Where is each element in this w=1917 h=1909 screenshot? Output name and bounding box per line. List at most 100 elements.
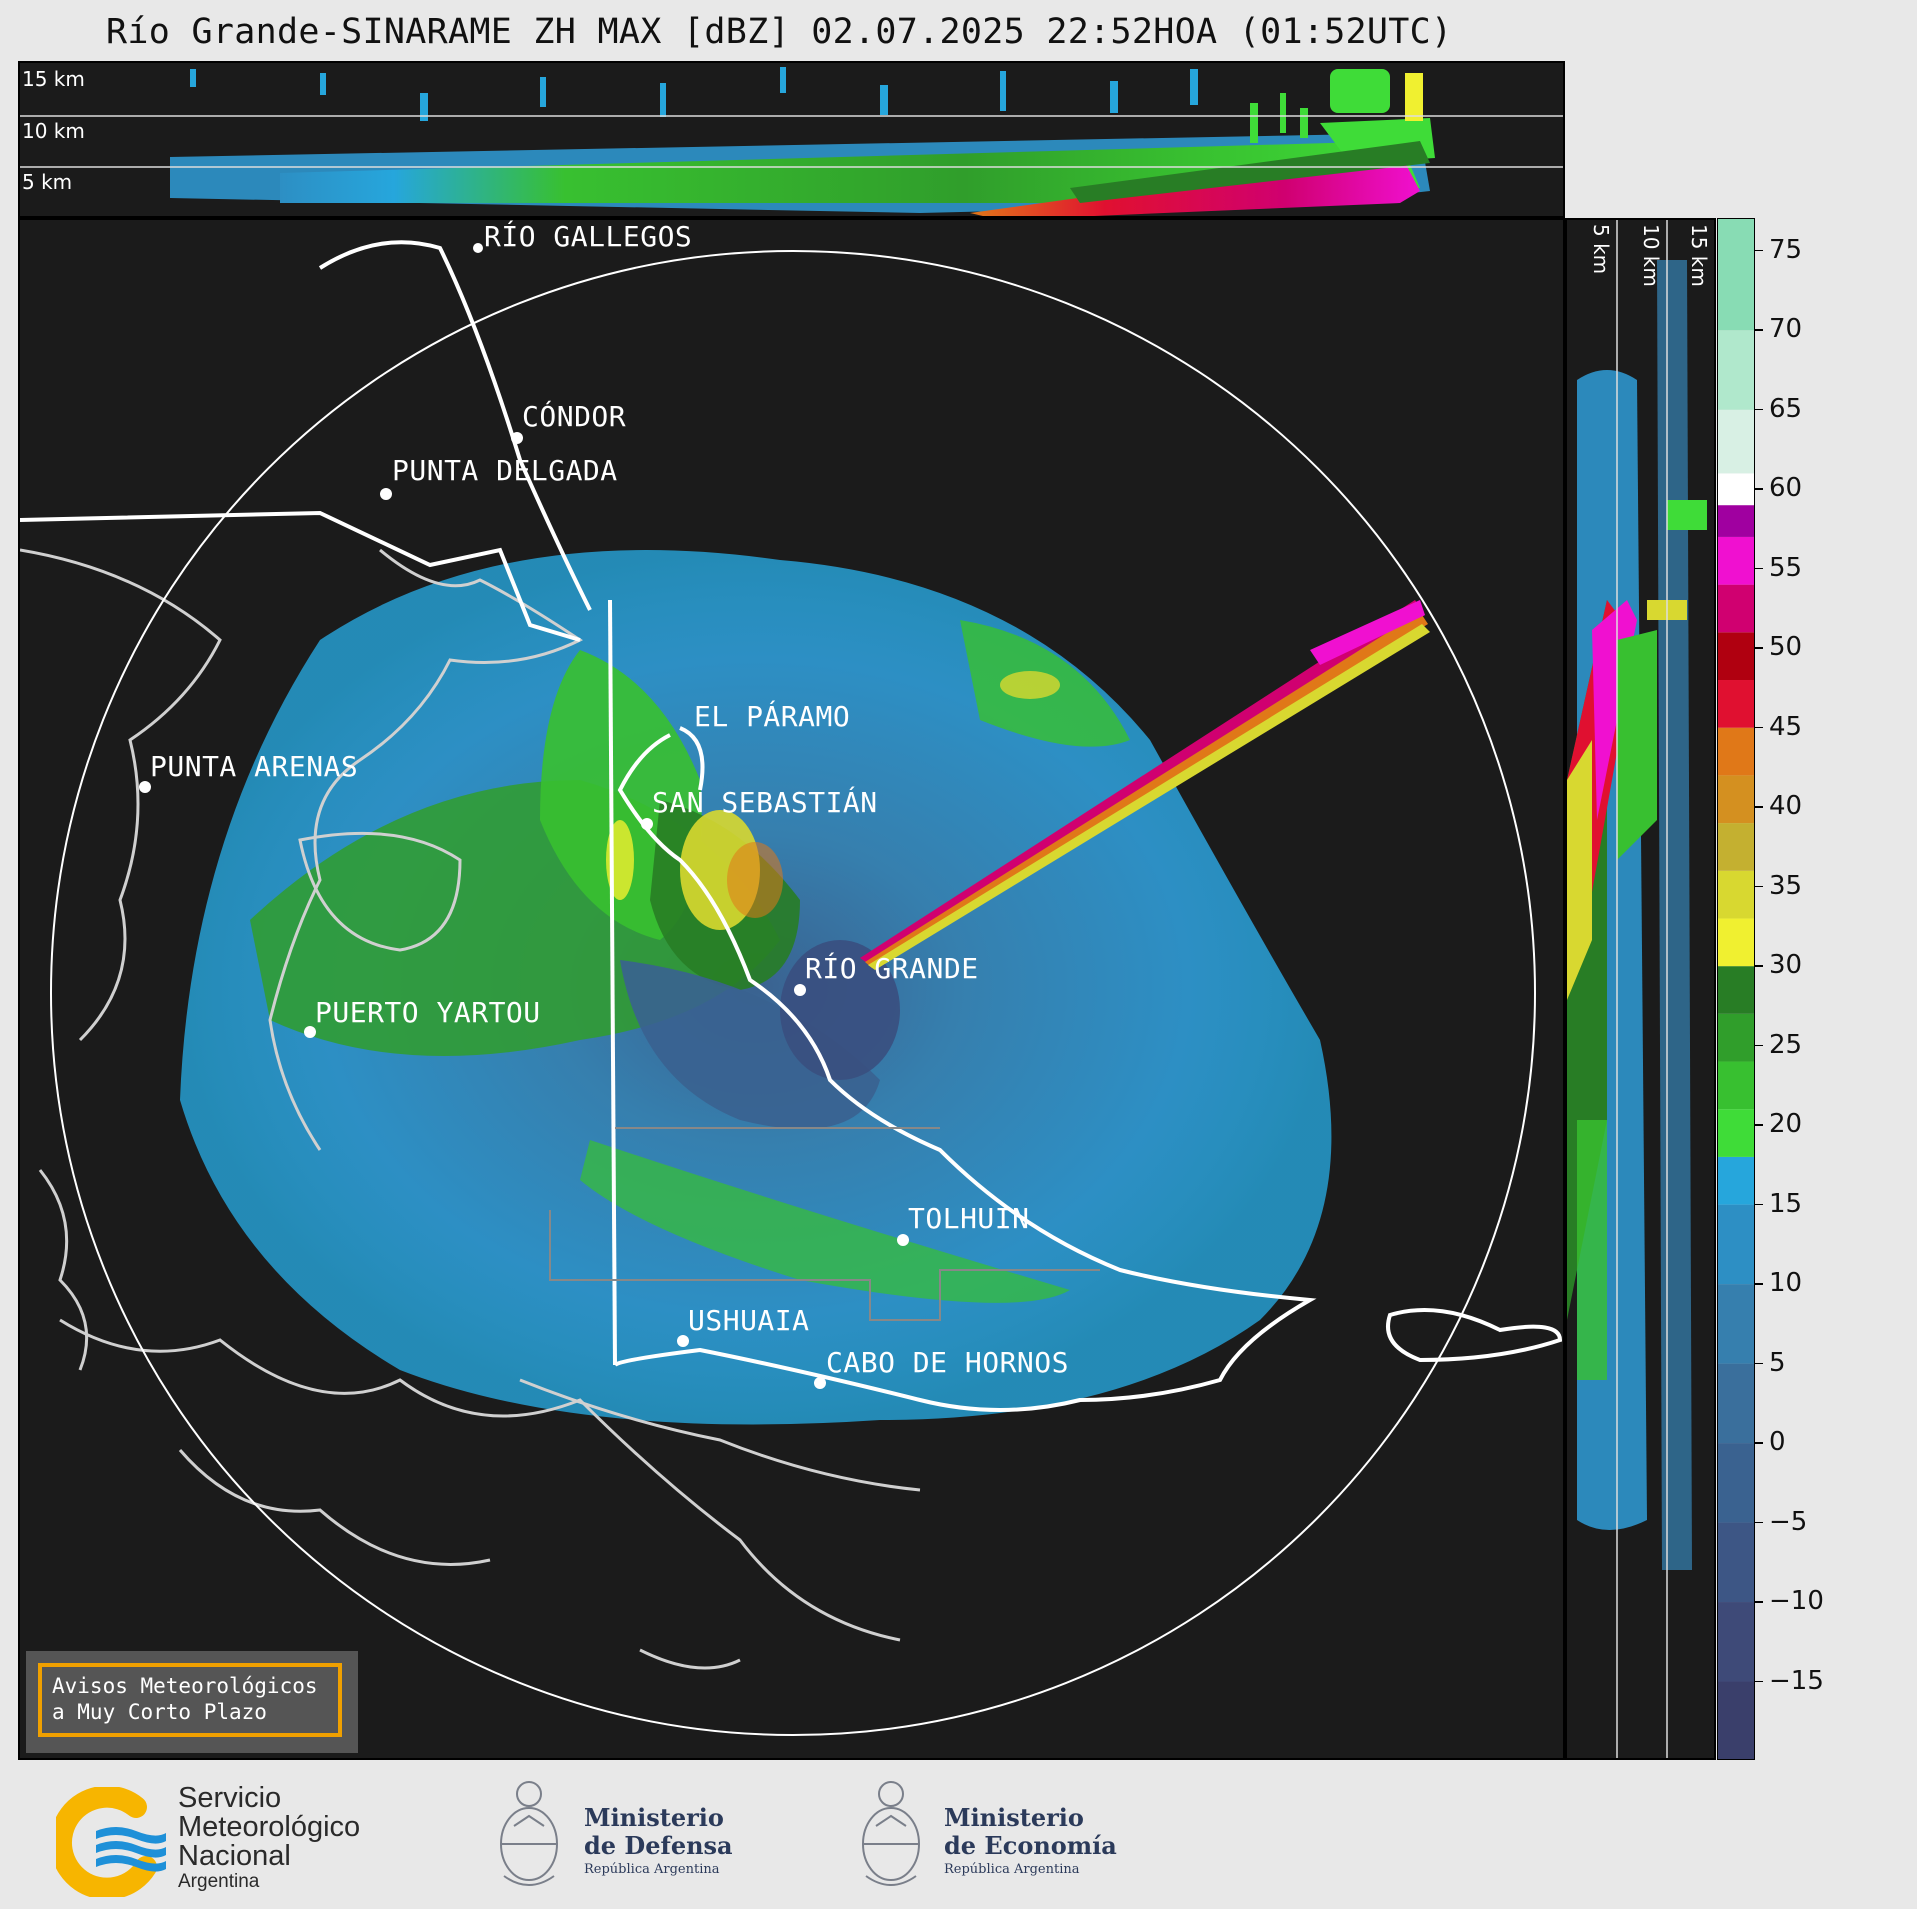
colorbar-tick bbox=[1755, 329, 1763, 331]
colorbar-tick-label: 45 bbox=[1769, 711, 1803, 742]
smn-logo-icon bbox=[56, 1787, 166, 1897]
notice-line-2: a Muy Corto Plazo bbox=[52, 1700, 267, 1724]
colorbar-tick-label: 5 bbox=[1769, 1347, 1786, 1378]
colorbar-tick bbox=[1755, 1283, 1763, 1285]
colorbar-band bbox=[1718, 1681, 1754, 1759]
colorbar-tick bbox=[1755, 647, 1763, 649]
coat-of-arms-icon bbox=[500, 1781, 558, 1886]
economia-line-1: Ministerio bbox=[944, 1803, 1084, 1832]
colorbar-band bbox=[1718, 473, 1754, 506]
colorbar-tick bbox=[1755, 1442, 1763, 1444]
smn-line-4: Argentina bbox=[178, 1871, 260, 1892]
colorbar-band bbox=[1718, 219, 1754, 331]
city-label: PUNTA DELGADA bbox=[392, 454, 618, 487]
colorbar-tick bbox=[1755, 408, 1763, 411]
colorbar-tick bbox=[1755, 1044, 1763, 1047]
colorbar-tick bbox=[1755, 249, 1763, 252]
colorbar-tick bbox=[1755, 1680, 1763, 1682]
colorbar-band bbox=[1718, 727, 1754, 776]
city-label: SAN SEBASTIÁN bbox=[652, 786, 878, 819]
height-label-10km: 10 km bbox=[1639, 224, 1663, 287]
colorbar-tick-label: 30 bbox=[1769, 950, 1803, 981]
footer: Servicio Meteorológico Nacional Argentin… bbox=[0, 1762, 1917, 1909]
city-label: RÍO GALLEGOS bbox=[484, 220, 693, 253]
city-label: PUERTO YARTOU bbox=[315, 996, 541, 1029]
colorbar-tick-label: 0 bbox=[1769, 1427, 1786, 1458]
colorbar-tick-label: 50 bbox=[1769, 632, 1803, 663]
colorbar-tick-label: 40 bbox=[1769, 791, 1803, 822]
colorbar-band bbox=[1718, 966, 1754, 1014]
side-cross-section-plot bbox=[1567, 220, 1707, 1758]
height-label-5km: 5 km bbox=[22, 170, 73, 194]
colorbar-tick-label: 65 bbox=[1769, 393, 1803, 424]
colorbar-band bbox=[1718, 1443, 1754, 1523]
height-label-15km: 15 km bbox=[22, 67, 85, 91]
side-cross-section-panel: 5 km 10 km 15 km bbox=[1565, 218, 1716, 1760]
colorbar-band bbox=[1718, 1284, 1754, 1364]
city-label: EL PÁRAMO bbox=[694, 700, 851, 733]
colorbar-band bbox=[1718, 680, 1754, 728]
colorbar-band bbox=[1718, 632, 1754, 681]
colorbar-tick bbox=[1755, 1124, 1763, 1126]
colorbar-band bbox=[1718, 1602, 1754, 1682]
city-label: TOLHUIN bbox=[908, 1202, 1030, 1235]
top-cross-section-plot bbox=[20, 67, 1563, 216]
colorbar-tick-label: −10 bbox=[1769, 1586, 1824, 1617]
smn-logo-text: Servicio Meteorológico Nacional Argentin… bbox=[178, 1784, 360, 1893]
colorbar-band bbox=[1718, 870, 1754, 919]
colorbar-tick-label: 25 bbox=[1769, 1029, 1803, 1060]
defensa-line-3: República Argentina bbox=[584, 1862, 720, 1877]
colorbar-tick-label: 60 bbox=[1769, 473, 1803, 504]
colorbar-tick bbox=[1755, 567, 1763, 570]
city-label: USHUAIA bbox=[688, 1304, 810, 1337]
economia-logo-text: Ministerio de Economía República Argenti… bbox=[944, 1804, 1117, 1880]
colorbar-tick-label: 35 bbox=[1769, 870, 1803, 901]
colorbar-band bbox=[1718, 1204, 1754, 1285]
colorbar-tick-label: −5 bbox=[1769, 1506, 1808, 1537]
colorbar-tick bbox=[1755, 1362, 1763, 1365]
colorbar-tick bbox=[1755, 726, 1763, 729]
colorbar-tick bbox=[1755, 488, 1763, 490]
colorbar-band bbox=[1718, 823, 1754, 871]
colorbar-tick-label: 75 bbox=[1769, 234, 1803, 265]
colorbar-band bbox=[1718, 409, 1754, 474]
colorbar-band bbox=[1718, 330, 1754, 410]
economia-line-3: República Argentina bbox=[944, 1862, 1080, 1877]
height-label-10km: 10 km bbox=[22, 119, 85, 143]
city-label: PUNTA ARENAS bbox=[150, 750, 359, 783]
notice-line-1: Avisos Meteorológicos bbox=[52, 1674, 318, 1698]
defensa-logo-text: Ministerio de Defensa República Argentin… bbox=[584, 1804, 733, 1880]
colorbar-band bbox=[1718, 1156, 1754, 1205]
radar-map-panel: RÍO GALLEGOS CÓNDOR PUNTA DELGADA EL PÁR… bbox=[18, 218, 1565, 1760]
city-label: CABO DE HORNOS bbox=[826, 1346, 1070, 1379]
economia-line-2: de Economía bbox=[944, 1831, 1117, 1860]
top-cross-section-panel: 15 km 10 km 5 km bbox=[18, 61, 1565, 218]
smn-line-1: Servicio bbox=[178, 1782, 282, 1814]
colorbar-band bbox=[1718, 536, 1754, 585]
colorbar-band bbox=[1718, 1109, 1754, 1157]
page-title: Río Grande-SINARAME ZH MAX [dBZ] 02.07.2… bbox=[106, 12, 1453, 52]
colorbar-tick bbox=[1755, 806, 1763, 808]
colorbar-band bbox=[1718, 584, 1754, 633]
colorbar-tick-label: 20 bbox=[1769, 1109, 1803, 1140]
coat-of-arms-icon bbox=[862, 1781, 920, 1886]
radar-map bbox=[20, 240, 1563, 1736]
colorbar-band bbox=[1718, 505, 1754, 537]
dbz-colorbar bbox=[1717, 218, 1755, 1760]
colorbar-tick bbox=[1755, 1203, 1763, 1206]
defensa-line-2: de Defensa bbox=[584, 1831, 733, 1860]
colorbar-tick-label: 70 bbox=[1769, 314, 1803, 345]
colorbar-tick-label: −15 bbox=[1769, 1665, 1824, 1696]
colorbar-tick bbox=[1755, 1601, 1763, 1603]
colorbar-tick bbox=[1755, 1521, 1763, 1524]
notice-frame: Avisos Meteorológicos a Muy Corto Plazo bbox=[38, 1663, 342, 1737]
colorbar-tick-label: 15 bbox=[1769, 1188, 1803, 1219]
height-label-15km: 15 km bbox=[1687, 224, 1711, 287]
colorbar-band bbox=[1718, 775, 1754, 824]
colorbar-band bbox=[1718, 1363, 1754, 1444]
city-label: RÍO GRANDE bbox=[805, 952, 979, 985]
colorbar-tick-label: 10 bbox=[1769, 1268, 1803, 1299]
reflectivity-field bbox=[180, 550, 1332, 1425]
height-label-5km: 5 km bbox=[1589, 224, 1613, 275]
colorbar-band bbox=[1718, 1061, 1754, 1110]
